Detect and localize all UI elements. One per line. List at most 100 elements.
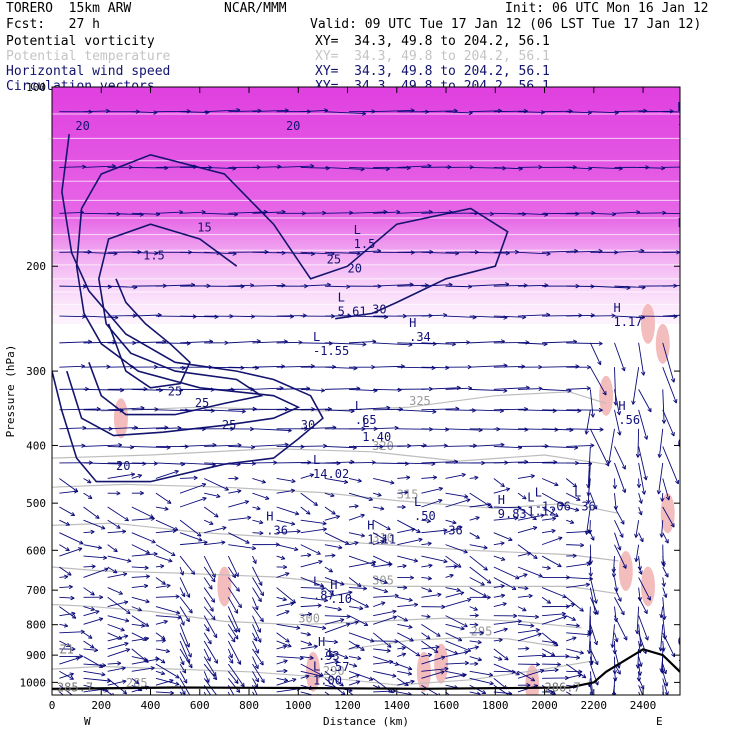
circulation-vector <box>445 640 471 652</box>
vector-head <box>181 592 186 598</box>
circulation-vector <box>373 661 394 665</box>
circulation-vector <box>517 669 545 679</box>
circulation-vector <box>180 541 208 546</box>
vector-head <box>180 660 185 666</box>
circulation-vector <box>397 538 423 546</box>
circulation-vector <box>107 587 123 595</box>
circulation-vector <box>445 651 469 658</box>
circulation-vector <box>59 640 71 647</box>
circulation-vector <box>155 584 171 589</box>
vector-head <box>234 679 239 684</box>
circulation-vector <box>276 489 295 494</box>
circulation-vector <box>324 342 367 345</box>
vector-head <box>524 585 529 591</box>
circulation-vector <box>589 577 597 604</box>
circulation-vector <box>614 532 621 551</box>
plot-frame <box>51 86 681 696</box>
circulation-vector <box>180 341 213 344</box>
vector-head <box>401 645 406 651</box>
circulation-vector <box>421 499 443 508</box>
vector-head <box>636 483 642 488</box>
vector-head <box>313 644 318 649</box>
circulation-vector <box>493 284 528 287</box>
circulation-vector <box>59 166 86 168</box>
circulation-vector <box>300 596 328 602</box>
wind-contour-label: 25 <box>327 253 341 267</box>
vector-head <box>139 490 144 496</box>
circulation-vector <box>421 428 449 431</box>
vector-head <box>321 586 326 591</box>
circulation-vector <box>590 111 619 114</box>
circulation-vector <box>348 555 376 566</box>
circulation-vector <box>107 573 127 578</box>
vector-head <box>427 653 433 658</box>
vector-head <box>539 669 545 674</box>
circulation-vector <box>155 166 198 168</box>
pv-blob <box>640 566 655 607</box>
vector-head <box>357 655 362 661</box>
circulation-vector <box>179 519 202 537</box>
pv-value: .93 <box>318 649 340 663</box>
circulation-vector <box>59 547 83 557</box>
circulation-vector <box>421 555 448 563</box>
circulation-vector <box>421 251 459 254</box>
circulation-vector <box>179 632 192 658</box>
pv-extremum: H1.11 <box>367 519 396 547</box>
pv-marker-low: L <box>313 574 320 588</box>
circulation-vector <box>662 566 669 578</box>
circulation-vector <box>493 594 505 598</box>
vector-head <box>354 541 359 546</box>
circulation-vector <box>228 211 268 214</box>
circulation-vector <box>83 506 100 519</box>
circulation-vector <box>541 648 556 657</box>
circulation-vector <box>324 478 348 483</box>
circulation-vector <box>445 445 477 447</box>
vector-head <box>659 613 664 619</box>
circulation-vector <box>662 640 665 652</box>
circulation-vector <box>180 111 210 113</box>
pv-value: 14.02 <box>313 467 349 481</box>
circulation-vector <box>155 577 166 585</box>
circulation-vector <box>131 575 150 578</box>
vector-head <box>237 489 242 494</box>
vector-head <box>486 502 492 507</box>
vector-head <box>634 533 639 538</box>
vector-head <box>371 560 377 565</box>
vector-head <box>656 490 662 495</box>
circulation-vector <box>179 483 206 494</box>
circulation-vector <box>155 519 179 531</box>
circulation-vector <box>155 555 173 562</box>
vector-head <box>290 601 295 606</box>
vector-head <box>586 386 591 391</box>
x-tick-label: 1000 <box>285 699 312 712</box>
circulation-vector <box>228 516 252 521</box>
vector-head <box>166 499 172 504</box>
circulation-vector <box>276 519 295 525</box>
vector-head <box>638 511 643 516</box>
circulation-vector <box>469 340 505 344</box>
circulation-vector <box>469 656 482 661</box>
vector-head <box>228 654 233 659</box>
vector-head <box>116 524 121 529</box>
pv-marker-low: L <box>678 216 685 230</box>
pv-marker-low: L <box>527 490 534 504</box>
circulation-vector <box>252 587 262 603</box>
vector-head <box>344 654 349 660</box>
circulation-vector <box>566 444 595 447</box>
vector-head <box>71 646 76 652</box>
circulation-vector <box>373 342 413 346</box>
circulation-vector <box>348 606 364 610</box>
vector-head <box>179 571 185 576</box>
vector-head <box>151 539 156 544</box>
vector-head <box>615 701 619 705</box>
vector-head <box>577 673 582 678</box>
circulation-vector <box>397 640 420 657</box>
circulation-vector <box>227 678 241 693</box>
circulation-vector <box>180 477 198 479</box>
circulation-vector <box>566 519 574 524</box>
vector-head <box>415 652 421 657</box>
vector-head <box>254 649 259 654</box>
vector-head <box>482 593 487 598</box>
vector-head <box>124 641 129 647</box>
vector-head <box>462 672 467 678</box>
